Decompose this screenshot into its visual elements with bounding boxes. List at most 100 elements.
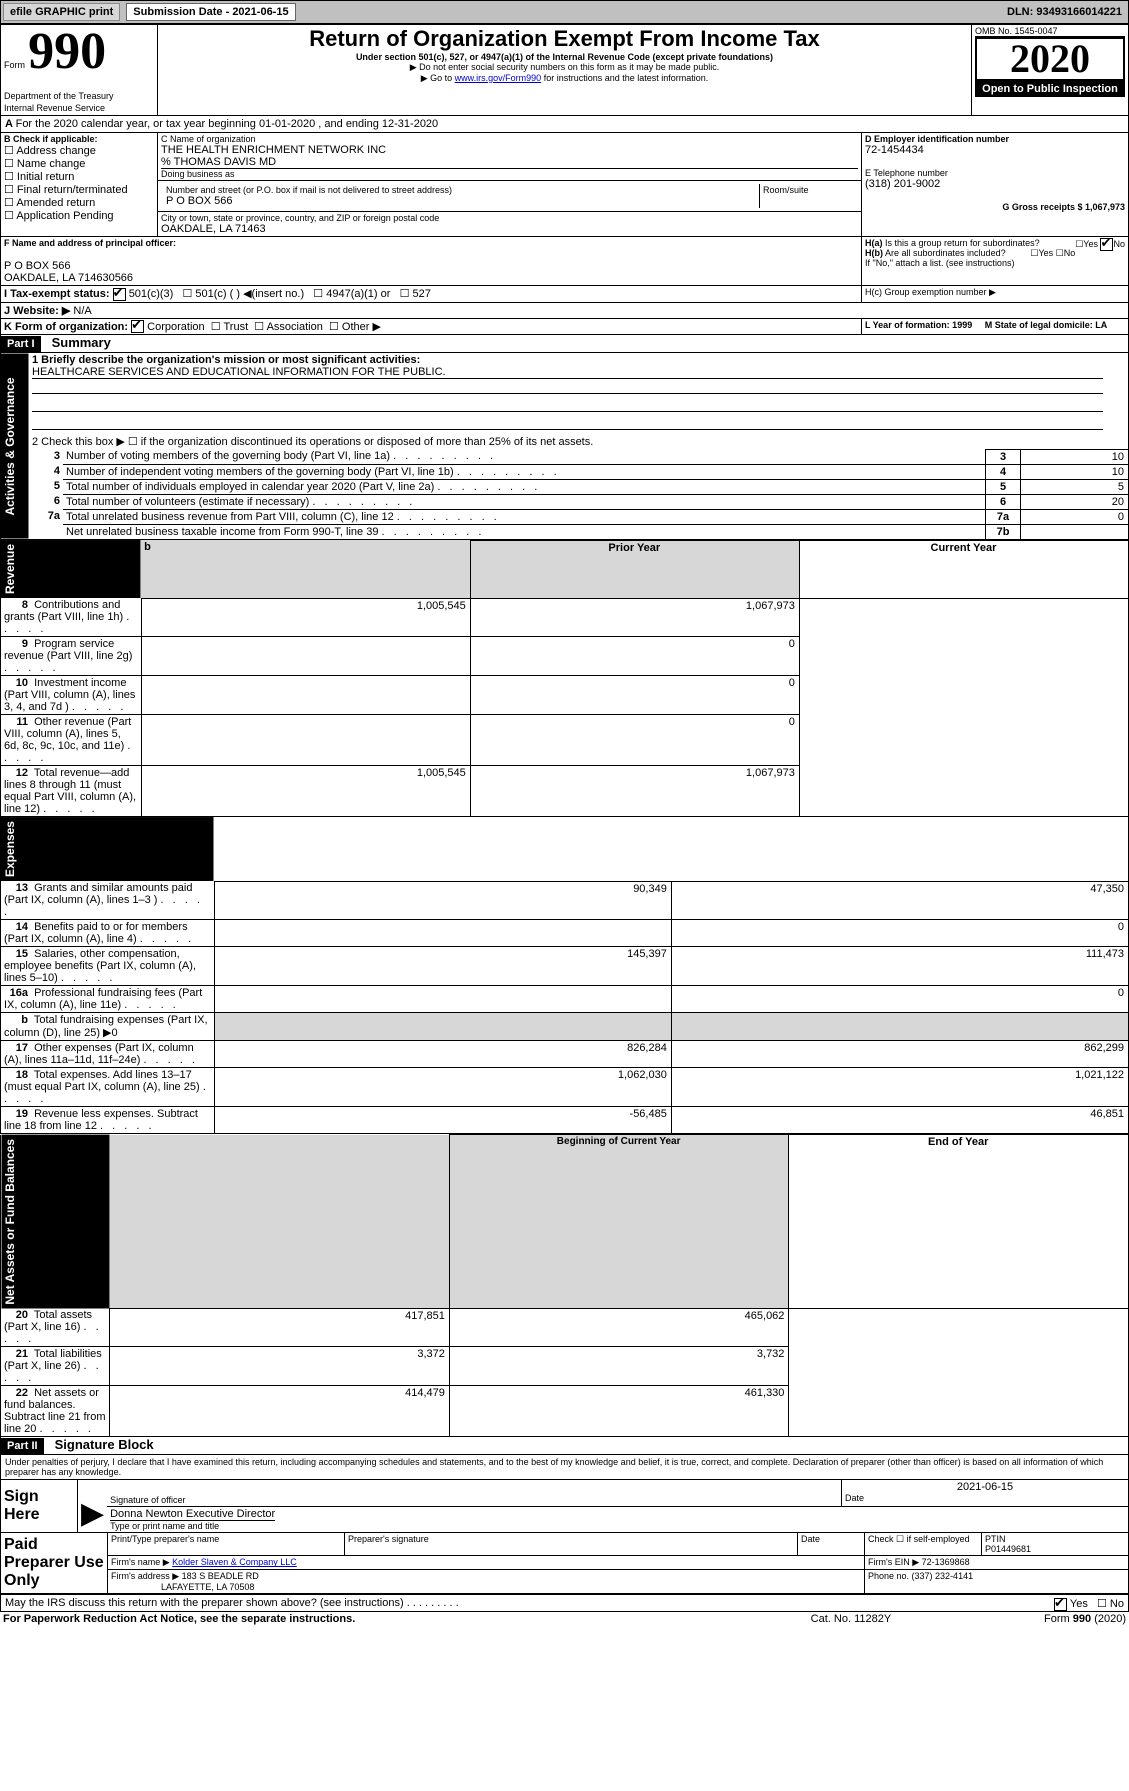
k-label: K Form of organization: — [4, 321, 128, 333]
officer-addr2: OAKDALE, LA 714630566 — [4, 272, 858, 284]
irs-link[interactable]: www.irs.gov/Form990 — [455, 73, 542, 83]
part2-header: Part II — [1, 1438, 44, 1454]
part1-title: Summary — [44, 335, 111, 350]
org-name: THE HEALTH ENRICHMENT NETWORK INC — [161, 144, 858, 156]
paperwork: For Paperwork Reduction Act Notice, see … — [0, 1612, 759, 1626]
summary-row: 6 Total number of volunteers (estimate i… — [1, 494, 1129, 509]
data-row: 21 Total liabilities (Part X, line 26) .… — [1, 1347, 1129, 1386]
subtitle-3: ▶ Go to www.irs.gov/Form990 for instruct… — [161, 73, 968, 84]
q1-val: HEALTHCARE SERVICES AND EDUCATIONAL INFO… — [32, 366, 1103, 379]
col-prior: Prior Year — [470, 540, 799, 598]
data-row: 13 Grants and similar amounts paid (Part… — [1, 881, 1129, 920]
data-row: b Total fundraising expenses (Part IX, c… — [1, 1013, 1129, 1041]
officer-addr1: P O BOX 566 — [4, 260, 858, 272]
l-year: L Year of formation: 1999 — [865, 320, 972, 330]
data-row: 20 Total assets (Part X, line 16) . . . … — [1, 1308, 1129, 1347]
phone: (318) 201-9002 — [865, 178, 1125, 190]
data-row: 19 Revenue less expenses. Subtract line … — [1, 1107, 1129, 1134]
part2-title: Signature Block — [47, 1437, 154, 1452]
side-net: Net Assets or Fund Balances — [1, 1135, 110, 1309]
tax-year: 2020 — [975, 37, 1125, 81]
info-block: B Check if applicable: ☐ Address change … — [0, 133, 1129, 335]
sig-date: 2021-06-15 — [845, 1481, 1125, 1493]
data-row: 15 Salaries, other compensation, employe… — [1, 947, 1129, 986]
ptin: P01449681 — [985, 1544, 1125, 1554]
h-note: If "No," attach a list. (see instruction… — [865, 258, 1125, 268]
dln: DLN: 93493166014221 — [1007, 6, 1126, 18]
sign-here: Sign Here — [1, 1480, 78, 1533]
b-label: B Check if applicable: — [4, 134, 154, 144]
ptin-label: PTIN — [985, 1534, 1125, 1544]
chk-501c3[interactable] — [113, 288, 126, 301]
dept: Department of the Treasury Internal Reve… — [4, 91, 114, 113]
j-label: J Website: ▶ — [4, 305, 70, 317]
data-row: 14 Benefits paid to or for members (Part… — [1, 920, 1129, 947]
ein: 72-1454434 — [865, 144, 1125, 156]
chk-pending[interactable]: ☐ Application Pending — [4, 209, 154, 222]
m-state: M State of legal domicile: LA — [985, 320, 1108, 330]
chk-initial[interactable]: ☐ Initial return — [4, 170, 154, 183]
h-a: H(a) Is this a group return for subordin… — [865, 238, 1125, 248]
officer-name: Donna Newton Executive Director — [110, 1508, 275, 1521]
print-name-label: Print/Type preparer's name — [108, 1533, 345, 1556]
revenue-table: Revenue b Prior Year Current Year 8 Cont… — [0, 540, 1129, 818]
side-revenue: Revenue — [1, 540, 142, 598]
chk-amended[interactable]: ☐ Amended return — [4, 196, 154, 209]
room-label: Room/suite — [759, 184, 856, 208]
summary-row: Net unrelated business taxable income fr… — [1, 524, 1129, 539]
self-employed[interactable]: Check ☐ if self-employed — [865, 1533, 982, 1556]
form-header: Form 990 Department of the Treasury Inte… — [0, 24, 1129, 116]
chk-address[interactable]: ☐ Address change — [4, 144, 154, 157]
col-begin: Beginning of Current Year — [449, 1135, 789, 1309]
addr-label: Number and street (or P.O. box if mail i… — [166, 185, 754, 195]
chk-final[interactable]: ☐ Final return/terminated — [4, 183, 154, 196]
g-receipts: G Gross receipts $ 1,067,973 — [865, 202, 1125, 212]
chk-name[interactable]: ☐ Name change — [4, 157, 154, 170]
c-label: C Name of organization — [161, 134, 858, 144]
col-current: Current Year — [799, 540, 1128, 598]
subtitle-2: ▶ Do not enter social security numbers o… — [161, 62, 968, 73]
dba-label: Doing business as — [161, 168, 858, 179]
efile-button[interactable]: efile GRAPHIC print — [3, 3, 120, 21]
summary-row: 7a Total unrelated business revenue from… — [1, 509, 1129, 524]
city: OAKDALE, LA 71463 — [161, 223, 858, 235]
top-bar: efile GRAPHIC print Submission Date - 20… — [0, 0, 1129, 24]
firm-phone: Phone no. (337) 232-4141 — [865, 1570, 1129, 1594]
discuss-row: May the IRS discuss this return with the… — [0, 1594, 1129, 1612]
chk-corp[interactable] — [131, 320, 144, 333]
col-end: End of Year — [789, 1135, 1129, 1309]
firm-name-label: Firm's name ▶ — [111, 1557, 170, 1567]
arrow-icon: ▶ — [78, 1480, 108, 1533]
q2: 2 Check this box ▶ ☐ if the organization… — [29, 434, 1129, 449]
sig-officer-label: Signature of officer — [110, 1495, 838, 1505]
submission-date: Submission Date - 2021-06-15 — [126, 3, 295, 21]
f-label: F Name and address of principal officer: — [4, 238, 858, 248]
cat-no: Cat. No. 11282Y — [759, 1612, 942, 1626]
address: P O BOX 566 — [166, 195, 754, 207]
care-of: % THOMAS DAVIS MD — [161, 156, 858, 168]
data-row: 16a Professional fundraising fees (Part … — [1, 986, 1129, 1013]
prep-sig-label: Preparer's signature — [345, 1533, 798, 1556]
data-row: 8 Contributions and grants (Part VIII, l… — [1, 598, 1129, 637]
discuss-yes[interactable] — [1054, 1598, 1067, 1611]
form-footer: Form 990 (2020) — [943, 1612, 1129, 1626]
form-title: Return of Organization Exempt From Incom… — [161, 26, 968, 52]
prep-date-label: Date — [798, 1533, 865, 1556]
side-activities: Activities & Governance — [1, 353, 30, 540]
firm-addr-label: Firm's address ▶ — [111, 1571, 179, 1581]
firm-addr: 183 S BEADLE RD — [182, 1571, 259, 1581]
net-table: Net Assets or Fund Balances Beginning of… — [0, 1134, 1129, 1437]
side-expenses: Expenses — [1, 817, 215, 881]
summary-row: 5 Total number of individuals employed i… — [1, 479, 1129, 494]
footer: For Paperwork Reduction Act Notice, see … — [0, 1612, 1129, 1626]
type-name-label: Type or print name and title — [110, 1521, 1125, 1531]
city-label: City or town, state or province, country… — [161, 213, 858, 223]
firm-name[interactable]: Kolder Slaven & Company LLC — [172, 1557, 297, 1567]
q1: 1 Briefly describe the organization's mi… — [32, 354, 1125, 366]
part2-header-row: Part II Signature Block — [0, 1437, 1129, 1454]
data-row: 22 Net assets or fund balances. Subtract… — [1, 1386, 1129, 1437]
section-a: A For the 2020 calendar year, or tax yea… — [0, 116, 1129, 133]
part1-header: Part I — [1, 336, 41, 352]
website: N/A — [73, 305, 91, 317]
preparer-block: Paid Preparer Use Only Print/Type prepar… — [0, 1533, 1129, 1594]
